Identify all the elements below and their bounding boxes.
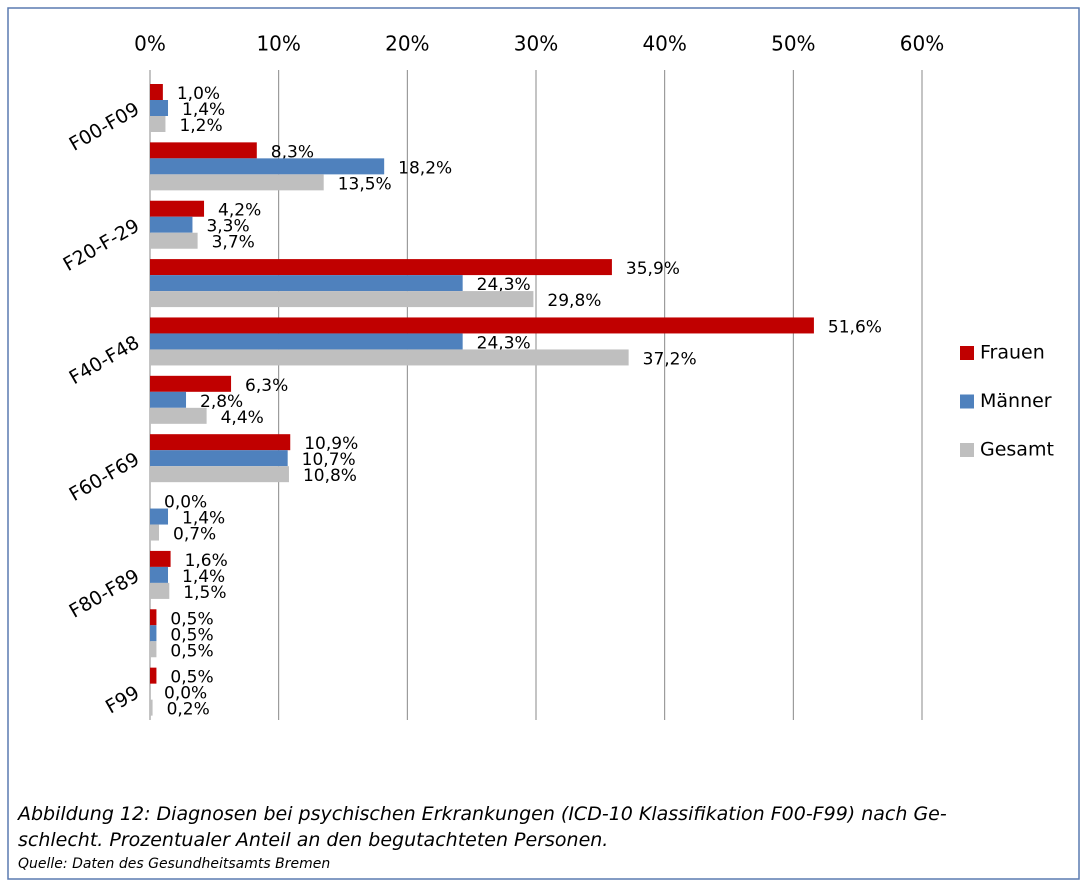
x-tick-label: 50% [771, 32, 815, 56]
data-label: 4,4% [221, 408, 264, 428]
data-label: 3,3% [206, 217, 249, 237]
bar [150, 641, 157, 658]
data-label: 18,2% [398, 158, 452, 178]
data-label: 1,2% [179, 116, 222, 136]
bar [150, 550, 171, 567]
data-label: 0,5% [170, 668, 213, 688]
legend-swatch [960, 346, 974, 360]
bar [150, 450, 288, 467]
x-tick-label: 40% [642, 32, 686, 56]
bar [150, 582, 170, 599]
data-label: 4,2% [218, 201, 261, 221]
data-label: 13,5% [338, 174, 392, 194]
caption-line: schlecht. Prozentualer Anteil an den beg… [18, 829, 608, 851]
bar [150, 667, 157, 684]
frame [7, 7, 1080, 880]
bar [150, 84, 163, 100]
legend-swatch [960, 443, 974, 457]
y-tick-label: F60-F69 [65, 448, 143, 506]
bar [150, 349, 629, 366]
data-label: 1,4% [182, 567, 225, 587]
bar [150, 174, 324, 191]
caption-line: Abbildung 12: Diagnosen bei psychischen … [16, 803, 947, 825]
bar [150, 407, 207, 424]
data-label: 1,4% [182, 509, 225, 529]
bar [150, 317, 814, 334]
data-label: 24,3% [477, 275, 531, 295]
bar [150, 200, 205, 217]
bar [150, 566, 169, 583]
bar [150, 116, 166, 132]
y-tick-label: F00-F09 [65, 98, 143, 156]
data-label: 24,3% [477, 333, 531, 353]
data-label: 29,8% [547, 291, 601, 311]
data-label: 1,4% [182, 100, 225, 120]
data-label: 0,0% [164, 684, 207, 704]
x-tick-label: 10% [256, 32, 300, 56]
bar [150, 333, 463, 350]
legend-label: Männer [980, 390, 1052, 412]
bar [150, 524, 160, 541]
bar [150, 609, 157, 626]
data-label: 51,6% [828, 317, 882, 337]
bar [150, 508, 169, 525]
x-tick-label: 0% [134, 32, 166, 56]
bar [150, 259, 612, 276]
x-tick-label: 30% [514, 32, 558, 56]
bar [150, 391, 187, 408]
bar [150, 275, 463, 292]
bar [150, 158, 385, 175]
data-label: 0,5% [170, 609, 213, 629]
data-label: 37,2% [643, 349, 697, 369]
data-label: 1,0% [177, 84, 220, 104]
data-label: 0,5% [170, 641, 213, 661]
bar [150, 142, 257, 159]
y-tick-label: F80-F89 [65, 565, 143, 623]
data-label: 0,0% [164, 493, 207, 513]
data-label: 8,3% [271, 142, 314, 162]
data-label: 10,8% [303, 466, 357, 486]
bar [150, 625, 157, 642]
x-tick-label: 60% [900, 32, 944, 56]
bar [150, 216, 193, 233]
y-tick-label: F99 [102, 682, 143, 719]
data-label: 3,7% [212, 233, 255, 253]
bar [150, 232, 198, 249]
data-label: 0,7% [173, 525, 216, 545]
data-label: 35,9% [626, 259, 680, 279]
legend-swatch [960, 394, 974, 409]
source: Quelle: Daten des Gesundheitsamts Bremen [18, 856, 330, 872]
bar [150, 100, 169, 116]
data-label: 0,2% [167, 700, 210, 720]
bar [150, 434, 291, 451]
legend-label: Frauen [980, 342, 1045, 364]
data-label: 1,6% [185, 551, 228, 571]
bar [150, 291, 534, 308]
bar [150, 375, 232, 392]
data-label: 10,7% [302, 450, 356, 470]
data-label: 1,5% [183, 583, 226, 603]
bar [150, 466, 289, 483]
data-label: 6,3% [245, 376, 288, 396]
y-tick-label: F20-F-29 [60, 215, 144, 276]
bar [150, 699, 153, 716]
x-tick-label: 20% [385, 32, 429, 56]
legend-label: Gesamt [980, 439, 1054, 461]
data-label: 10,9% [304, 434, 358, 454]
y-tick-label: F40-F48 [65, 331, 143, 389]
data-label: 0,5% [170, 625, 213, 645]
data-label: 2,8% [200, 392, 243, 412]
